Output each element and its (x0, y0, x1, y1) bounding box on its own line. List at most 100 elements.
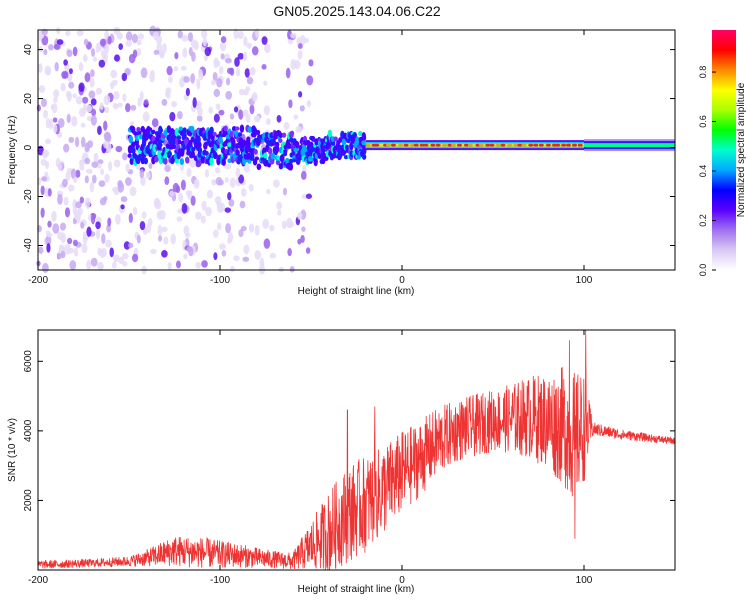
spectrogram-noise-blob (37, 145, 44, 156)
spectrogram-noise-blob (86, 226, 92, 237)
spectrogram-band-blob (253, 148, 258, 155)
spectrogram-noise-blob (132, 206, 138, 216)
band-core-blob (365, 143, 371, 147)
spectrogram-noise-blob (235, 167, 241, 178)
spectrogram-noise-blob (243, 51, 248, 62)
spectrogram-band-blob (158, 125, 163, 135)
spectrogram-noise-blob (122, 152, 128, 161)
spectrogram-noise-blob (220, 36, 227, 43)
spectrogram-noise-blob (181, 34, 189, 42)
band-core-blob (390, 143, 396, 147)
spectrogram-noise-blob (136, 39, 142, 46)
spectrogram-noise-blob (266, 118, 271, 126)
spectrogram-noise-blob (288, 99, 293, 109)
spectrogram-noise-blob (117, 182, 125, 193)
spectrogram-noise-blob (218, 65, 224, 75)
spectrogram-noise-blob (141, 211, 147, 219)
band-core-blob (374, 143, 380, 147)
snr-ylabel: SNR (10 * v/v) (7, 418, 18, 482)
spectrogram-noise-blob (187, 191, 192, 200)
spectrogram-noise-blob (251, 46, 259, 56)
band-core-blob (430, 143, 436, 147)
spectrogram-band-blob (341, 138, 347, 146)
spectrogram-band-blob (222, 132, 227, 138)
band-core-blob (513, 143, 519, 147)
spectrogram-noise-blob (200, 215, 206, 224)
spectrogram-noise-blob (53, 124, 58, 134)
y-tick-label: 4000 (23, 419, 34, 442)
spectrogram-noise-blob (139, 168, 145, 179)
spectrogram-noise-blob (218, 202, 226, 212)
spectrogram-noise-blob (51, 211, 57, 222)
spectrogram-band-blob (209, 126, 214, 135)
spectrogram-noise-blob (229, 113, 235, 120)
spectrogram-noise-blob (276, 201, 283, 210)
spectrogram-noise-blob (61, 70, 68, 79)
spectrogram-noise-blob (60, 232, 67, 244)
spectrogram-noise-blob (266, 188, 271, 195)
spectrogram-noise-blob (40, 185, 45, 196)
spectrogram-noise-blob (90, 115, 97, 126)
spectrogram-noise-blob (217, 222, 222, 231)
colorbar-tick-label: 0.2 (698, 214, 708, 227)
spectrogram-noise-blob (246, 76, 254, 85)
spectrogram-band-blob (294, 141, 300, 149)
spectrogram-noise-blob (213, 88, 221, 98)
band-core-blob (555, 143, 561, 147)
spectrogram-noise-blob (183, 76, 190, 83)
spectrogram-ylabel: Frequency (Hz) (7, 116, 18, 185)
spectrogram-band-blob (249, 148, 255, 153)
spectrogram-noise-blob (229, 67, 235, 76)
spectrogram-noise-blob (243, 244, 250, 255)
spectrogram-band-blob (128, 135, 134, 144)
spectrogram-band-blob (256, 164, 262, 170)
spectrogram-noise-blob (173, 66, 179, 72)
spectrogram-noise-blob (185, 87, 190, 97)
spectrogram-noise-blob (69, 260, 77, 270)
spectrogram-noise-blob (121, 72, 128, 82)
spectrogram-band-blob (361, 153, 367, 160)
spectrogram-band-blob (239, 124, 245, 133)
spectrogram-band-blob (147, 127, 153, 132)
spectrogram-noise-blob (193, 178, 200, 189)
spectrogram-noise-blob (43, 149, 50, 157)
spectrogram-noise-blob (140, 67, 148, 79)
spectrogram-noise-blob (126, 31, 133, 42)
spectrogram-noise-blob (216, 77, 223, 88)
spectrogram-band-blob (288, 163, 294, 171)
spectrogram-noise-blob (72, 93, 77, 99)
spectrogram-noise-blob (66, 49, 73, 57)
spectrogram-noise-blob (163, 236, 169, 245)
spectrogram-band-blob (174, 158, 180, 164)
spectrogram-noise-blob (151, 118, 159, 128)
spectrogram-noise-blob (82, 96, 89, 104)
spectrogram-band-blob (151, 129, 156, 135)
spectrogram-noise-blob (289, 266, 295, 273)
spectrogram-noise-blob (95, 87, 103, 95)
spectrogram-noise-blob (47, 220, 52, 228)
band-core-blob (565, 143, 571, 147)
spectrogram-noise-blob (80, 221, 85, 229)
spectrogram-noise-blob (41, 98, 47, 108)
spectrogram-band-blob (152, 144, 157, 153)
spectrogram-band-blob (271, 138, 276, 144)
band-core-blob (413, 143, 419, 147)
spectrogram-noise-blob (240, 225, 247, 232)
spectrogram-noise-blob (91, 108, 97, 117)
spectrogram-noise-blob (205, 206, 213, 217)
spectrogram-x-ticks: -200 -100 0 100 (28, 30, 593, 286)
spectrogram-band-blob (313, 157, 318, 167)
x-tick-label: -200 (28, 275, 48, 286)
spectrogram-noise-blob (128, 212, 133, 224)
spectrogram-noise-blob (137, 33, 145, 40)
spectrogram-noise-blob (85, 104, 93, 113)
spectrogram-band-blob (287, 143, 292, 149)
spectrogram-noise-blob (243, 36, 248, 47)
y-tick-label: 6000 (23, 350, 34, 373)
spectrogram-band-blob (254, 156, 260, 161)
spectrogram-noise-blob (227, 192, 232, 201)
spectrogram-noise-blob (137, 97, 142, 107)
spectrogram-noise-blob (227, 237, 232, 244)
spectrogram-noise-blob (89, 77, 95, 88)
